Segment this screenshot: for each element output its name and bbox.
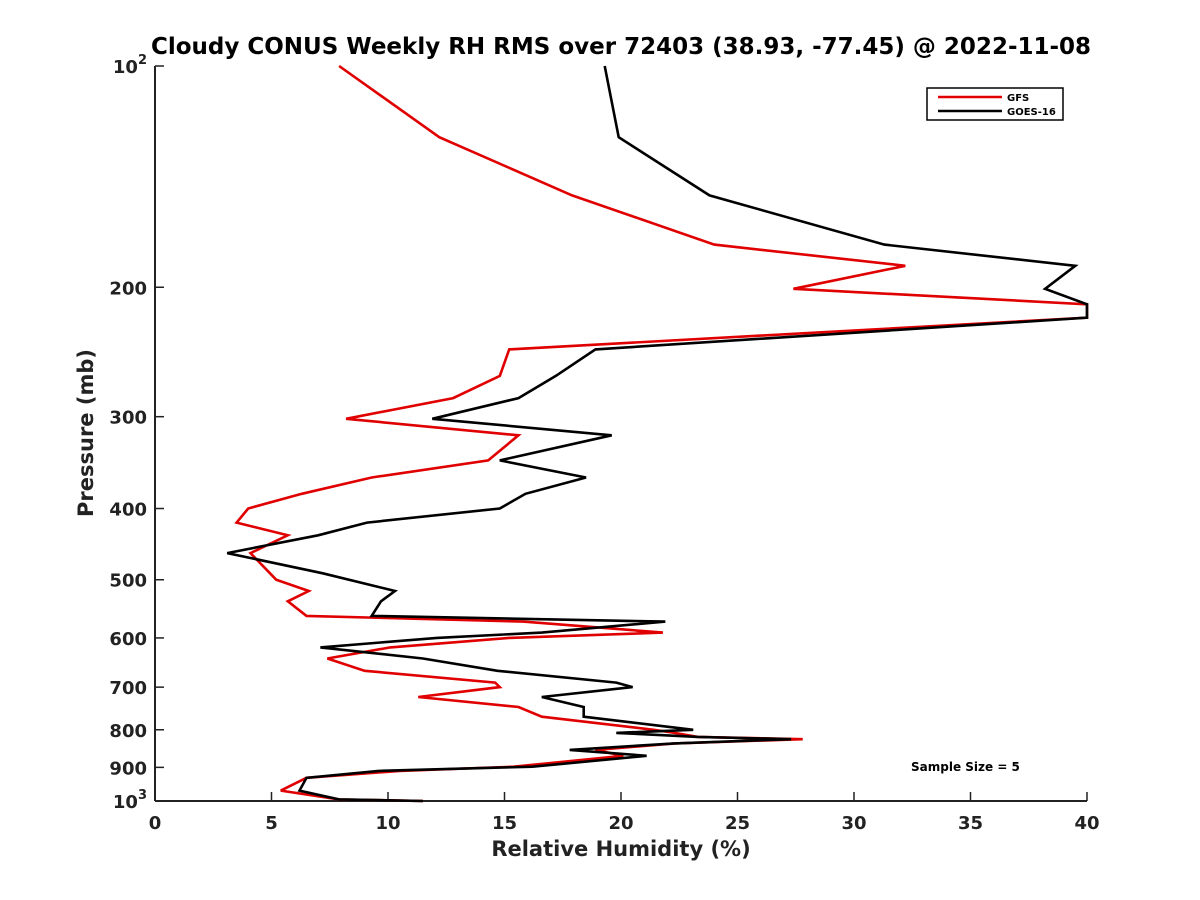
y-ticks: 102 200 300 400 500 600 700 800 900 103 (109, 53, 164, 813)
legend-box (926, 87, 1064, 121)
y-tick-label: 200 (109, 278, 147, 299)
x-tick-label: 40 (1074, 813, 1099, 834)
y-tick-label: 103 (113, 788, 147, 813)
x-tick-label: 15 (492, 813, 517, 834)
y-tick-label: 400 (109, 500, 147, 521)
y-tick-label: 300 (109, 408, 147, 429)
chart-title: Cloudy CONUS Weekly RH RMS over 72403 (3… (151, 34, 1091, 60)
x-tick-label: 0 (149, 813, 162, 834)
y-tick-label: 800 (109, 721, 147, 742)
legend: GFS GOES-16 (926, 87, 1064, 121)
y-tick-label: 102 (113, 53, 147, 78)
x-tick-label: 10 (375, 813, 400, 834)
y-tick-label: 500 (109, 571, 147, 592)
x-tick-label: 30 (841, 813, 866, 834)
plot-area: 0 5 10 15 20 25 30 35 40 102 200 300 400 500 600 700 80… (109, 53, 1099, 834)
y-tick-label: 900 (109, 758, 147, 779)
sample-size-annotation: Sample Size = 5 (911, 760, 1020, 774)
x-tick-label: 20 (608, 813, 633, 834)
legend-label-gfs: GFS (1007, 93, 1029, 104)
x-tick-label: 5 (265, 813, 278, 834)
x-axis-label: Relative Humidity (%) (491, 837, 750, 861)
legend-label-goes16: GOES-16 (1007, 107, 1056, 118)
series-line-goes16 (226, 65, 1089, 803)
y-tick-label: 700 (109, 678, 147, 699)
x-tick-label: 35 (958, 813, 983, 834)
series-lines (226, 64, 1089, 803)
x-ticks: 0 5 10 15 20 25 30 35 40 (149, 792, 1100, 834)
y-axis-label: Pressure (mb) (74, 349, 98, 517)
x-tick-label: 25 (725, 813, 750, 834)
series-line-gfs (234, 64, 1089, 803)
y-tick-label: 600 (109, 629, 147, 650)
